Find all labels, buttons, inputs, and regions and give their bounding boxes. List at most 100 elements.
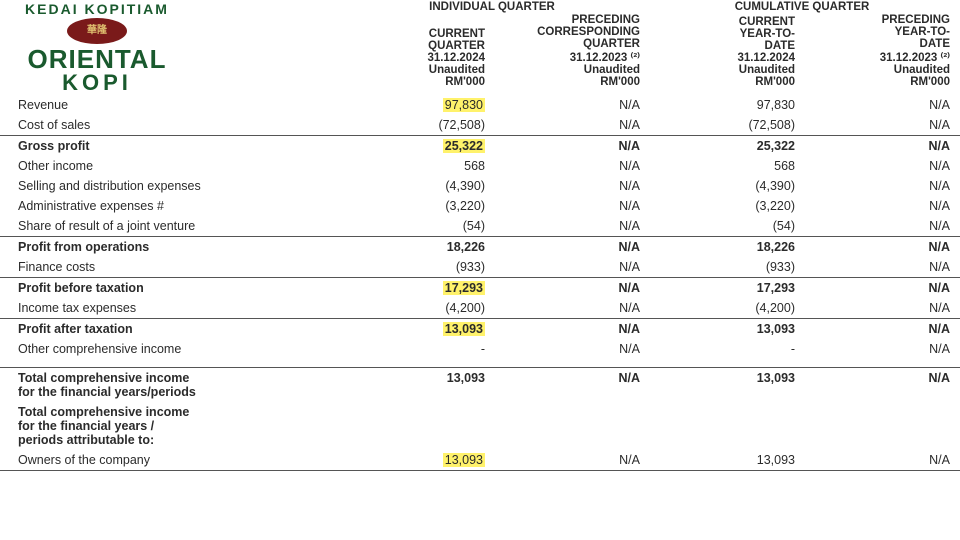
table-row: Total comprehensive income for the finan… (0, 402, 960, 450)
row-label: Share of result of a joint venture (0, 216, 340, 237)
cell-c1: (933) (340, 257, 495, 278)
table-row: Other comprehensive income-N/A-N/A (0, 339, 960, 359)
cell-c2: N/A (495, 367, 650, 402)
table-row: Income tax expenses(4,200)N/A(4,200)N/A (0, 298, 960, 319)
row-label: Finance costs (0, 257, 340, 278)
row-label: Other income (0, 156, 340, 176)
cell-c4: N/A (805, 298, 960, 319)
cell-c4: N/A (805, 237, 960, 258)
row-label: Total comprehensive income for the finan… (0, 402, 340, 450)
cell-c3: 13,093 (650, 319, 805, 340)
cell-c2: N/A (495, 216, 650, 237)
cell-c3: 18,226 (650, 237, 805, 258)
cell-c4: N/A (805, 450, 960, 471)
cell-c2: N/A (495, 196, 650, 216)
row-label: Other comprehensive income (0, 339, 340, 359)
table-row: Finance costs(933)N/A(933)N/A (0, 257, 960, 278)
cell-c3: - (650, 339, 805, 359)
header-col1: CURRENT QUARTER 31.12.2024 Unaudited RM'… (340, 13, 495, 89)
cell-c3: 13,093 (650, 367, 805, 402)
table-row: Gross profit25,322N/A25,322N/A (0, 136, 960, 157)
cell-c1: (54) (340, 216, 495, 237)
logo-top-text: KEDAI KOPITIAM (12, 2, 182, 16)
cell-c1: 25,322 (340, 136, 495, 157)
table-row: Cost of sales(72,508)N/A(72,508)N/A (0, 115, 960, 136)
cell-c3: (54) (650, 216, 805, 237)
cell-c3: 17,293 (650, 278, 805, 299)
table-row: Other income568N/A568N/A (0, 156, 960, 176)
table-row: Administrative expenses #(3,220)N/A(3,22… (0, 196, 960, 216)
row-label: Owners of the company (0, 450, 340, 471)
cell-c3: 13,093 (650, 450, 805, 471)
cell-c2: N/A (495, 176, 650, 196)
logo-emblem: 華隆 (67, 18, 127, 44)
cell-c2: N/A (495, 298, 650, 319)
cell-c1: 17,293 (340, 278, 495, 299)
cell-c4: N/A (805, 367, 960, 402)
row-label: Income tax expenses (0, 298, 340, 319)
cell-c1: (4,390) (340, 176, 495, 196)
cell-c2: N/A (495, 95, 650, 115)
cell-c1: 568 (340, 156, 495, 176)
cell-c4: N/A (805, 196, 960, 216)
cell-c2: N/A (495, 278, 650, 299)
cell-c3: (72,508) (650, 115, 805, 136)
table-row: Share of result of a joint venture(54)N/… (0, 216, 960, 237)
cell-c3: (4,390) (650, 176, 805, 196)
header-col3: CURRENT YEAR-TO- DATE 31.12.2024 Unaudit… (650, 13, 805, 89)
table-row: Revenue97,830N/A97,830N/A (0, 95, 960, 115)
cell-c3: 25,322 (650, 136, 805, 157)
cell-c4: N/A (805, 278, 960, 299)
table-row: Owners of the company13,093N/A13,093N/A (0, 450, 960, 471)
cell-c3: 97,830 (650, 95, 805, 115)
cell-c4: N/A (805, 136, 960, 157)
cell-c4: N/A (805, 216, 960, 237)
row-label: Administrative expenses # (0, 196, 340, 216)
cell-c3: (4,200) (650, 298, 805, 319)
cell-c4: N/A (805, 257, 960, 278)
cell-c4: N/A (805, 156, 960, 176)
table-row: Profit before taxation17,293N/A17,293N/A (0, 278, 960, 299)
row-label: Cost of sales (0, 115, 340, 136)
cell-c4: N/A (805, 319, 960, 340)
cell-c2: N/A (495, 237, 650, 258)
cell-c1: 13,093 (340, 450, 495, 471)
row-label: Profit after taxation (0, 319, 340, 340)
cell-c2: N/A (495, 115, 650, 136)
row-label: Revenue (0, 95, 340, 115)
cell-c1: 18,226 (340, 237, 495, 258)
cell-c2: N/A (495, 319, 650, 340)
row-label: Gross profit (0, 136, 340, 157)
header-group-individual: INDIVIDUAL QUARTER (340, 0, 650, 13)
cell-c4: N/A (805, 176, 960, 196)
row-label: Profit from operations (0, 237, 340, 258)
cell-c4: N/A (805, 95, 960, 115)
cell-c2: N/A (495, 257, 650, 278)
logo-mid-text: ORIENTAL (12, 46, 182, 72)
table-row: Profit after taxation13,093N/A13,093N/A (0, 319, 960, 340)
cell-c3: (3,220) (650, 196, 805, 216)
cell-c2: N/A (495, 156, 650, 176)
header-col4: PRECEDING YEAR-TO- DATE 31.12.2023 ⁽²⁾ U… (805, 13, 960, 89)
header-col2: PRECEDING CORRESPONDING QUARTER 31.12.20… (495, 13, 650, 89)
cell-c4: N/A (805, 115, 960, 136)
table-row: Profit from operations18,226N/A18,226N/A (0, 237, 960, 258)
cell-c1: (4,200) (340, 298, 495, 319)
logo-bot-text: KOPI (12, 72, 182, 94)
cell-c1: - (340, 339, 495, 359)
company-logo: KEDAI KOPITIAM 華隆 ORIENTAL KOPI (12, 2, 182, 94)
cell-c1: (3,220) (340, 196, 495, 216)
header-group-cumulative: CUMULATIVE QUARTER (650, 0, 960, 13)
table-row: Total comprehensive income for the finan… (0, 367, 960, 402)
row-label: Profit before taxation (0, 278, 340, 299)
cell-c3: 568 (650, 156, 805, 176)
cell-c1: (72,508) (340, 115, 495, 136)
table-row: Selling and distribution expenses(4,390)… (0, 176, 960, 196)
cell-c4: N/A (805, 339, 960, 359)
cell-c3: (933) (650, 257, 805, 278)
row-label: Selling and distribution expenses (0, 176, 340, 196)
cell-c2: N/A (495, 136, 650, 157)
cell-c1: 13,093 (340, 367, 495, 402)
cell-c1: 97,830 (340, 95, 495, 115)
cell-c2: N/A (495, 450, 650, 471)
